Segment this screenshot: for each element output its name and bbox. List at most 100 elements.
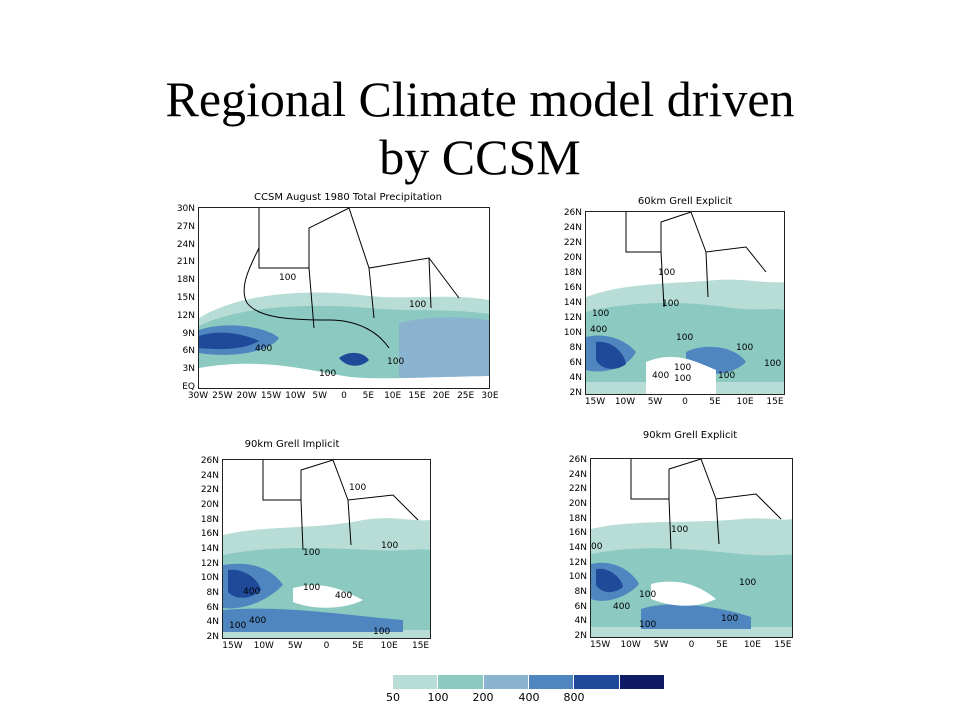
x-tick-label: 5E bbox=[352, 641, 364, 651]
x-tick-label: 10W bbox=[253, 641, 274, 651]
map-panel-90km-implicit: 100 100 100 100 400 400 400 100 100 bbox=[222, 459, 431, 639]
contour-label: 100 bbox=[373, 627, 390, 637]
colorbar bbox=[393, 675, 665, 689]
x-tick-label: 15E bbox=[766, 397, 784, 407]
colorbar-swatch-200 bbox=[483, 675, 529, 689]
precip-map-90km-implicit: 100 100 100 100 400 400 400 100 100 bbox=[223, 460, 430, 638]
y-tick-label: 14N bbox=[200, 544, 219, 554]
y-tick-label: 21N bbox=[176, 257, 195, 268]
map-title-ccsm: CCSM August 1980 Total Precipitation bbox=[254, 192, 442, 203]
contour-label: 400 bbox=[249, 616, 266, 626]
country-borders bbox=[262, 460, 419, 551]
y-tick-label: 3N bbox=[182, 364, 195, 375]
contour-label: 400 bbox=[590, 325, 607, 335]
y-tick-label: 24N bbox=[568, 469, 587, 480]
x-tick-label: 20E bbox=[432, 391, 450, 401]
y-tick-label: 4N bbox=[569, 373, 582, 383]
y-tick-label: 22N bbox=[563, 238, 582, 248]
y-tick-label: 18N bbox=[200, 514, 219, 525]
contour-label: 100 bbox=[739, 578, 756, 588]
y-tick-label: 10N bbox=[200, 573, 219, 584]
y-tick-label: 27N bbox=[176, 221, 195, 232]
x-tick-label: 10E bbox=[384, 391, 402, 401]
x-tick-label: 5W bbox=[312, 391, 327, 401]
precip-core-800 bbox=[596, 568, 623, 593]
contour-label: 100 bbox=[721, 614, 738, 624]
contour-label: 400 bbox=[255, 344, 272, 354]
y-tick-label: 18N bbox=[563, 268, 582, 278]
y-tick-label: 15N bbox=[176, 293, 195, 303]
y-tick-label: 12N bbox=[568, 557, 587, 568]
contour-labels: 100 100 400 100 100 bbox=[255, 273, 426, 379]
x-tick-label: 15W bbox=[260, 391, 282, 401]
contour-label: 100 bbox=[229, 621, 246, 631]
precip-core-800 bbox=[228, 569, 261, 598]
contour-label: 100 bbox=[658, 268, 675, 278]
precip-map-60km-explicit: 100 100 400 100 100 100 400 100 100 100 … bbox=[586, 212, 784, 394]
y-tick-label: 8N bbox=[206, 588, 219, 598]
ocean-gulf bbox=[651, 581, 716, 606]
colorbar-swatch-800 bbox=[574, 675, 620, 689]
x-tick-label: 15E bbox=[408, 391, 426, 401]
colorbar-label: 800 bbox=[563, 691, 585, 704]
slide-title-line1: Regional Climate model driven bbox=[165, 71, 795, 127]
ocean-gulf bbox=[646, 356, 716, 394]
x-tick-label: 15W bbox=[589, 640, 611, 650]
contour-label: 400 bbox=[243, 587, 260, 597]
contour-label: 100 bbox=[639, 590, 656, 600]
map-panel-ccsm: 100 100 400 100 100 bbox=[198, 207, 490, 389]
x-tick-label: 0 bbox=[688, 640, 695, 650]
contour-label: 100 bbox=[592, 309, 609, 319]
coastline bbox=[243, 247, 390, 349]
y-tick-label: 18N bbox=[568, 513, 587, 524]
colorbar-swatch-top bbox=[619, 675, 665, 689]
colorbar-label: 200 bbox=[472, 691, 494, 704]
contour-label: 100 bbox=[387, 357, 404, 367]
contour-label: 100 bbox=[639, 620, 656, 630]
y-tick-label: EQ bbox=[182, 382, 195, 392]
country-borders bbox=[625, 212, 767, 308]
slide-title-line2: by CCSM bbox=[379, 129, 581, 185]
x-tick-label: 5W bbox=[647, 397, 663, 407]
map-title-60km-explicit: 60km Grell Explicit bbox=[637, 196, 733, 207]
y-tick-label: 14N bbox=[568, 543, 587, 553]
x-tick-label: 0 bbox=[682, 397, 688, 407]
precip-core-800 bbox=[199, 332, 259, 350]
y-tick-label: 10N bbox=[568, 572, 587, 583]
colorbar-swatch-100 bbox=[438, 675, 484, 689]
x-tick-label: 30E bbox=[481, 391, 499, 401]
contour-labels: 100 100 400 100 100 100 400 100 100 100 … bbox=[590, 268, 781, 384]
x-tick-label: 20W bbox=[236, 391, 257, 401]
contour-label: 100 bbox=[671, 525, 688, 535]
country-borders bbox=[630, 459, 782, 550]
x-tick-label: 25W bbox=[212, 391, 233, 401]
x-tick-label: 10E bbox=[736, 397, 754, 407]
y-tick-label: 20N bbox=[568, 499, 587, 509]
y-tick-label: 24N bbox=[176, 239, 195, 250]
y-tick-label: 12N bbox=[563, 313, 582, 323]
y-tick-label: 20N bbox=[563, 253, 582, 263]
y-tick-label: 12N bbox=[200, 558, 219, 569]
x-tick-label: 5E bbox=[362, 391, 375, 401]
y-tick-label: 18N bbox=[176, 275, 195, 286]
contour-label: 100 bbox=[718, 371, 735, 381]
x-tick-label: 0 bbox=[341, 391, 347, 401]
precip-core-800-coast bbox=[339, 352, 369, 366]
x-tick-label: 15E bbox=[411, 641, 430, 651]
y-tick-label: 16N bbox=[563, 283, 582, 293]
precip-band-400-coast bbox=[641, 604, 751, 629]
y-tick-label: 22N bbox=[568, 484, 587, 495]
contour-label: 100 bbox=[303, 548, 320, 558]
x-tick-label: 30W bbox=[187, 391, 209, 401]
x-tick-label: 0 bbox=[323, 641, 330, 651]
x-tick-label: 5W bbox=[653, 640, 669, 650]
y-tick-label: 2N bbox=[569, 388, 582, 398]
y-tick-label: 30N bbox=[176, 204, 195, 214]
contour-label: 100 bbox=[349, 483, 366, 493]
y-tick-label: 12N bbox=[176, 310, 195, 321]
contour-label: 100 bbox=[764, 359, 781, 369]
x-tick-label: 10E bbox=[380, 641, 398, 651]
contour-label: 100 bbox=[676, 333, 693, 343]
y-tick-label: 24N bbox=[200, 470, 219, 481]
map-panel-60km-explicit: 100 100 400 100 100 100 400 100 100 100 … bbox=[585, 211, 785, 395]
